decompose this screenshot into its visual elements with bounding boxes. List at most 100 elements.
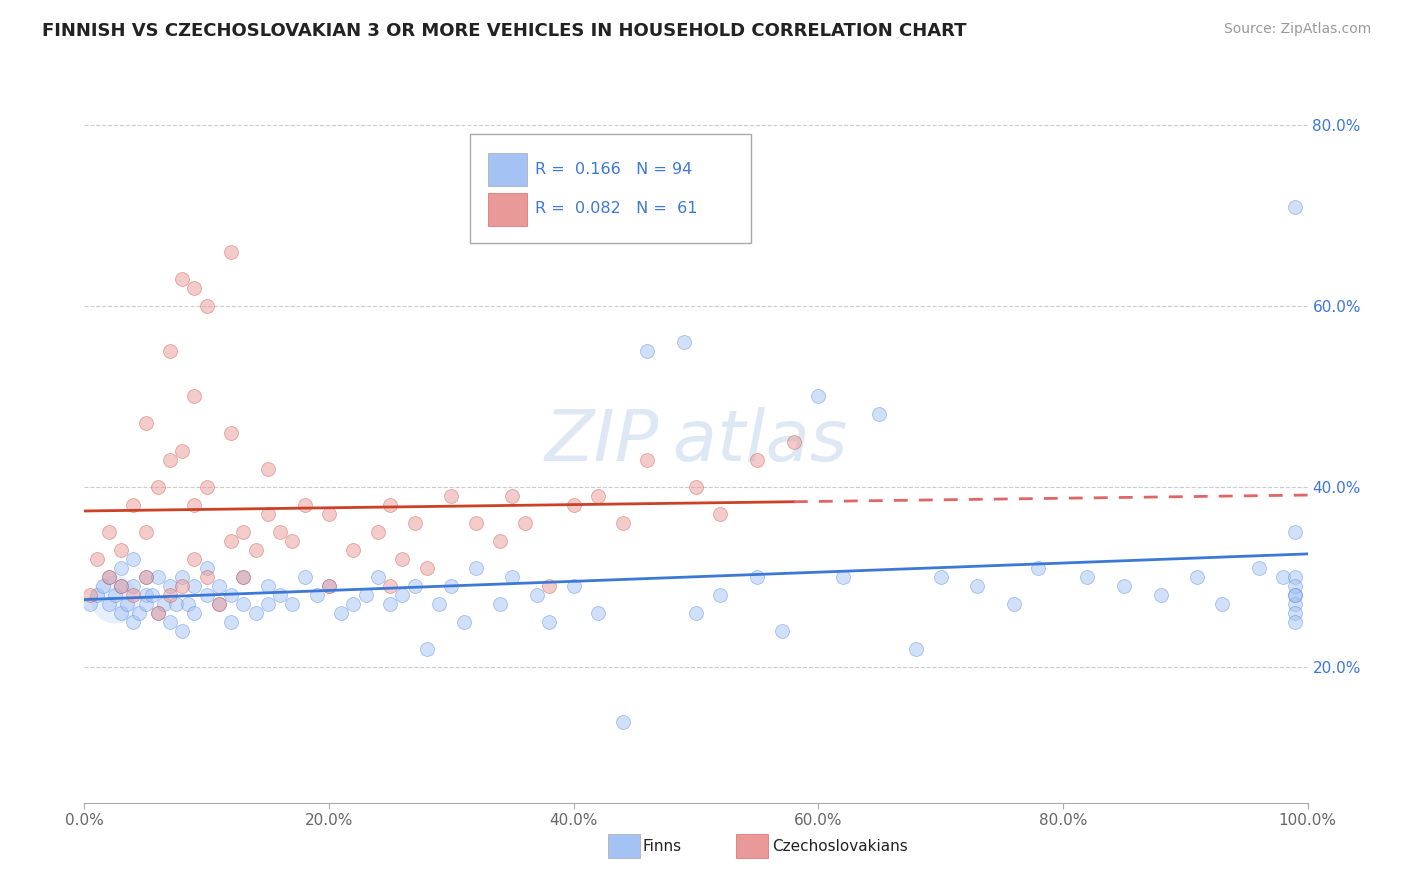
Point bbox=[195, 570, 218, 584]
Point bbox=[79, 588, 101, 602]
Point bbox=[1284, 588, 1306, 602]
Point bbox=[747, 452, 769, 467]
Point bbox=[122, 615, 145, 630]
Point bbox=[122, 588, 145, 602]
Point bbox=[367, 570, 389, 584]
FancyBboxPatch shape bbox=[488, 153, 527, 186]
Point bbox=[391, 588, 413, 602]
Point bbox=[318, 579, 340, 593]
Point bbox=[294, 570, 316, 584]
Point bbox=[172, 624, 194, 639]
Point bbox=[612, 714, 634, 729]
Point bbox=[807, 389, 830, 403]
FancyBboxPatch shape bbox=[470, 135, 751, 243]
Point bbox=[342, 542, 364, 557]
Text: R =  0.082   N =  61: R = 0.082 N = 61 bbox=[534, 202, 697, 217]
Point bbox=[257, 461, 280, 475]
Point bbox=[869, 408, 891, 422]
Point bbox=[195, 299, 218, 313]
Point bbox=[538, 615, 561, 630]
Point bbox=[104, 588, 127, 602]
Point bbox=[208, 579, 231, 593]
Point bbox=[195, 561, 218, 575]
Point bbox=[1284, 200, 1306, 214]
Point bbox=[1187, 570, 1209, 584]
Point bbox=[380, 579, 402, 593]
Point bbox=[97, 570, 120, 584]
Point bbox=[245, 606, 267, 620]
Point bbox=[1284, 597, 1306, 611]
Point bbox=[135, 417, 157, 431]
Point bbox=[562, 579, 585, 593]
Point bbox=[636, 452, 658, 467]
Point bbox=[159, 615, 181, 630]
Point bbox=[110, 579, 132, 593]
Point bbox=[135, 570, 157, 584]
Point bbox=[380, 597, 402, 611]
Point bbox=[440, 579, 463, 593]
Text: FINNISH VS CZECHOSLOVAKIAN 3 OR MORE VEHICLES IN HOUSEHOLD CORRELATION CHART: FINNISH VS CZECHOSLOVAKIAN 3 OR MORE VEH… bbox=[42, 22, 967, 40]
Point bbox=[526, 588, 548, 602]
Point bbox=[672, 335, 695, 350]
Point bbox=[97, 570, 120, 584]
Point bbox=[330, 606, 353, 620]
Point bbox=[404, 516, 426, 530]
Point bbox=[110, 542, 132, 557]
Point bbox=[177, 597, 200, 611]
Point bbox=[281, 533, 304, 548]
Point bbox=[416, 642, 439, 657]
Point bbox=[232, 597, 254, 611]
Point bbox=[232, 570, 254, 584]
Point bbox=[172, 443, 194, 458]
Point bbox=[146, 570, 169, 584]
Point bbox=[489, 533, 512, 548]
Point bbox=[440, 489, 463, 503]
Point bbox=[172, 579, 194, 593]
Point bbox=[79, 597, 101, 611]
Point bbox=[636, 344, 658, 359]
Text: R =  0.166   N = 94: R = 0.166 N = 94 bbox=[534, 161, 692, 177]
Point bbox=[183, 498, 205, 512]
Point bbox=[586, 606, 609, 620]
Point bbox=[245, 542, 267, 557]
Point bbox=[538, 579, 561, 593]
Point bbox=[269, 524, 291, 539]
Point bbox=[905, 642, 928, 657]
Point bbox=[513, 516, 536, 530]
Point bbox=[453, 615, 475, 630]
Point bbox=[159, 579, 181, 593]
Point bbox=[219, 244, 242, 259]
Point bbox=[219, 425, 242, 440]
Point bbox=[1002, 597, 1025, 611]
Point bbox=[464, 516, 486, 530]
Point bbox=[342, 597, 364, 611]
Point bbox=[159, 452, 181, 467]
Point bbox=[159, 344, 181, 359]
Point bbox=[562, 498, 585, 512]
Point bbox=[219, 533, 242, 548]
Point bbox=[1284, 570, 1306, 584]
Point bbox=[783, 434, 806, 449]
Point bbox=[183, 281, 205, 295]
Point bbox=[86, 588, 108, 602]
Point bbox=[91, 579, 114, 593]
Point bbox=[257, 507, 280, 521]
Point bbox=[115, 597, 138, 611]
Point bbox=[183, 389, 205, 403]
Point bbox=[1284, 588, 1306, 602]
Point bbox=[1114, 579, 1136, 593]
Point bbox=[966, 579, 988, 593]
Point bbox=[1284, 615, 1306, 630]
Point bbox=[122, 579, 145, 593]
Point bbox=[110, 561, 132, 575]
Point bbox=[1272, 570, 1295, 584]
Point bbox=[709, 588, 731, 602]
Point bbox=[404, 579, 426, 593]
Point bbox=[257, 579, 280, 593]
Point bbox=[153, 597, 176, 611]
Point bbox=[318, 579, 340, 593]
FancyBboxPatch shape bbox=[488, 193, 527, 227]
Point bbox=[135, 597, 157, 611]
Point bbox=[489, 597, 512, 611]
Point bbox=[195, 588, 218, 602]
